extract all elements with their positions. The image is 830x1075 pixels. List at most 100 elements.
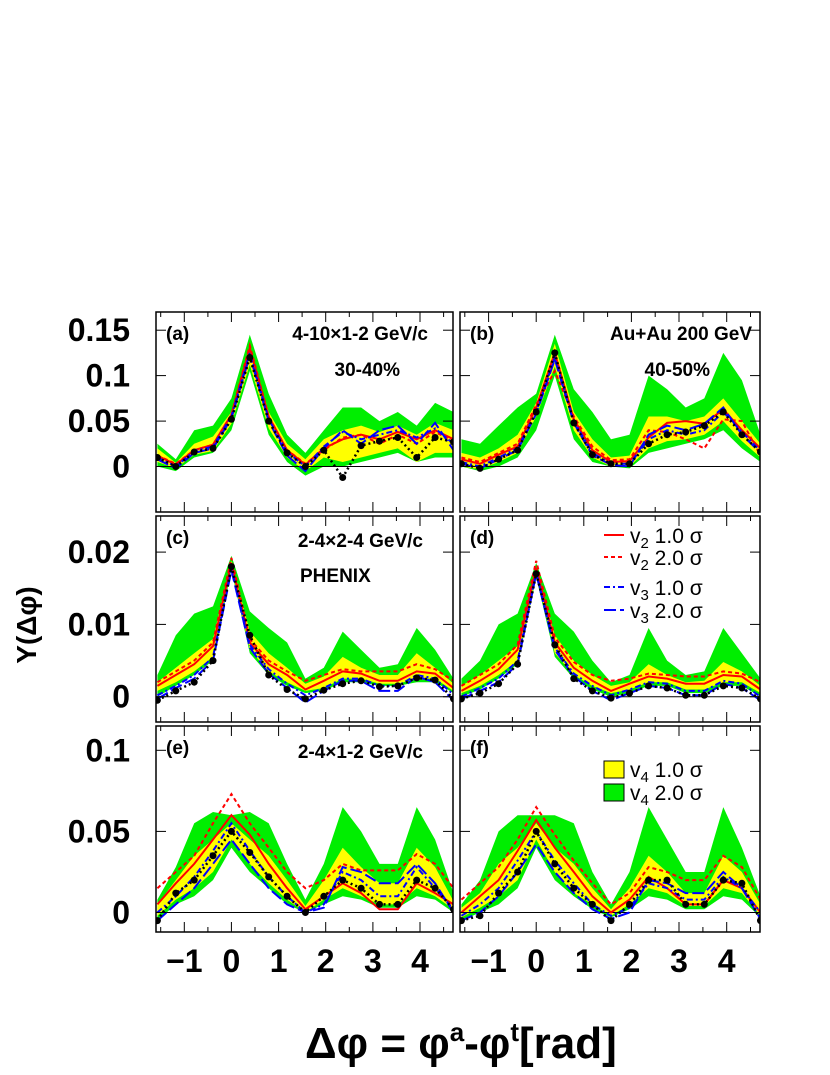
data-point-f <box>738 879 746 887</box>
v4-1sigma-band-b <box>461 343 760 470</box>
x-axis-title: Δφ = φa-φt[rad] <box>305 1017 617 1068</box>
data-point-d <box>719 682 727 690</box>
data-point-d <box>514 660 522 668</box>
x-tick-label-f: 3 <box>670 943 688 979</box>
data-line-a <box>156 353 453 480</box>
legend-v3-2sigma: v3 2.0 σ <box>630 600 703 627</box>
data-point-d <box>663 684 671 692</box>
series-v2-2sigma-d <box>460 560 760 687</box>
data-point-a <box>413 454 421 461</box>
data-point-e <box>265 873 273 881</box>
data-point-e <box>246 849 254 856</box>
data-point-a <box>283 449 291 457</box>
data-point-b <box>700 422 708 430</box>
data-point-f <box>719 876 727 884</box>
data-point-b <box>532 408 540 416</box>
legend-v4-2sigma: v4 2.0 σ <box>630 782 703 809</box>
data-point-f <box>532 827 540 835</box>
x-tick-label-f: 1 <box>575 943 593 979</box>
series-v3-1sigma-c <box>156 567 453 697</box>
frame-c <box>155 515 454 723</box>
data-point-e <box>431 884 439 892</box>
data-point-b <box>514 446 522 454</box>
frame-d <box>459 515 761 723</box>
data-point-e <box>339 876 347 884</box>
panel-label-e: (e) <box>166 738 189 759</box>
data-point-c <box>209 657 217 665</box>
data-point-b <box>663 431 671 439</box>
data-point-b <box>551 349 559 357</box>
annotation-a-1: 4-10×1-2 GeV/c <box>292 324 428 345</box>
data-point-d <box>645 682 653 690</box>
data-point-e <box>376 900 383 908</box>
data-point-b <box>607 460 615 468</box>
data-point-f <box>476 912 484 920</box>
data-point-c <box>413 674 421 682</box>
annotation-c-2: PHENIX <box>300 566 371 587</box>
data-point-e <box>283 892 291 900</box>
x-tick-label-e: 3 <box>364 943 382 979</box>
data-point-a <box>209 444 217 452</box>
data-point-b <box>495 455 503 463</box>
data-point-e <box>320 892 328 900</box>
panels-layer: 0 0.05 0.1 0.15 (a) 4-10×1-2 GeV/c 30-40% (b) Au… <box>68 311 761 979</box>
data-point-c <box>357 677 365 685</box>
x-tick-label-f: −1 <box>470 943 506 979</box>
data-point-b <box>719 408 727 416</box>
data-point-a <box>156 454 161 461</box>
data-point-d <box>700 691 708 699</box>
series-v2-2sigma-c <box>156 557 453 684</box>
y-tick-label-a: 0 <box>112 449 130 485</box>
y-tick-label-c: 0.02 <box>68 534 130 570</box>
data-point-c <box>172 687 180 695</box>
x-tick-label-e: 2 <box>317 943 335 979</box>
data-point-f <box>663 876 671 884</box>
data-point-a <box>320 446 328 454</box>
data-line-c <box>156 566 453 702</box>
legend-v2-1sigma: v2 1.0 σ <box>630 525 703 552</box>
y-tick-label-e: 0.05 <box>68 813 130 849</box>
series-v3-2sigma-b <box>461 356 760 470</box>
annotation-b-1: Au+Au 200 GeV <box>610 324 752 345</box>
y-tick-label-e: 0 <box>112 895 130 931</box>
v4-1sigma-band-a <box>157 348 453 472</box>
data-point-d <box>626 689 633 697</box>
data-point-a <box>190 448 198 456</box>
series-v2-2sigma-e <box>156 792 453 890</box>
series-v2-1sigma-d <box>460 567 760 693</box>
data-point-f <box>607 917 615 925</box>
data-point-c <box>394 682 402 690</box>
data-point-e <box>172 889 180 897</box>
data-point-d <box>682 691 690 699</box>
annotation-b-2: 40-50% <box>645 360 711 381</box>
y-tick-label-a: 0.1 <box>86 358 130 394</box>
data-point-b <box>588 451 596 459</box>
plot-area-f <box>460 805 760 925</box>
data-point-f <box>514 868 522 876</box>
legend-v3-1sigma: v3 1.0 σ <box>630 577 703 604</box>
data-point-c <box>246 631 254 639</box>
data-point-b <box>570 419 578 427</box>
data-point-e <box>209 852 217 860</box>
panel-label-c: (c) <box>166 528 189 549</box>
plot-area-d <box>460 560 760 703</box>
data-point-e <box>301 909 309 916</box>
data-point-b <box>738 431 746 439</box>
legend-top: v2 1.0 σ v2 2.0 σ v3 1.0 σ v3 2.0 σ <box>604 525 703 627</box>
x-tick-label-f: 0 <box>527 943 545 979</box>
data-point-e <box>190 876 198 884</box>
panel-f: (f) <box>459 725 761 933</box>
x-tick-label-e: 0 <box>223 943 241 979</box>
data-point-c <box>339 680 347 688</box>
v4-1sigma-band-d <box>461 568 760 694</box>
data-point-a <box>394 434 402 441</box>
data-point-e <box>156 917 161 925</box>
y-tick-label-a: 0.05 <box>68 403 130 439</box>
data-point-c <box>190 678 198 686</box>
data-point-f <box>700 900 708 908</box>
data-point-d <box>532 570 540 578</box>
annotation-c-1: 2-4×2-4 GeV/c <box>298 531 424 552</box>
legend-v4-1sigma-swatch <box>603 760 625 779</box>
x-tick-label-f: 2 <box>623 943 641 979</box>
